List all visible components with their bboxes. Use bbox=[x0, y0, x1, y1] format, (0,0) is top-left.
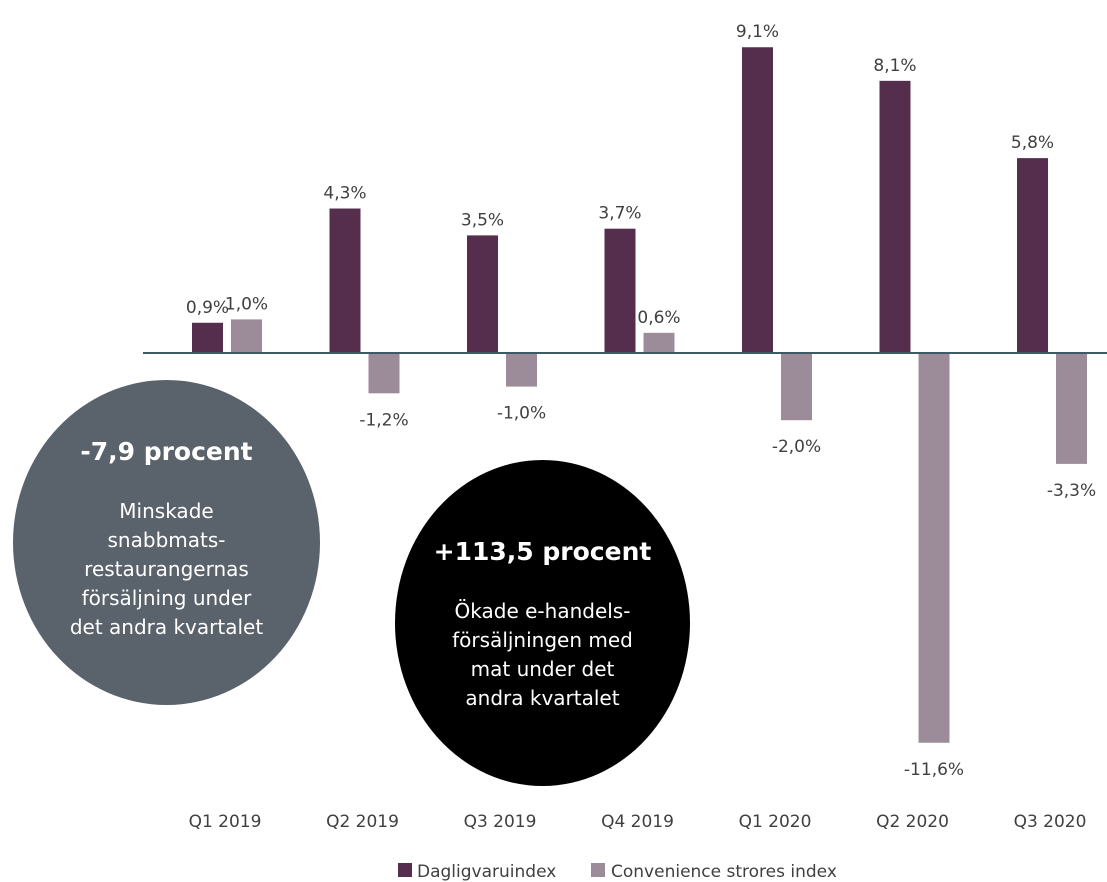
legend-item-convenience-label: Convenience strores index bbox=[611, 862, 837, 882]
x-tick-labels-layer: Q1 2019 Q2 2019 Q3 2019 Q4 2019 Q1 2020 Q2 20… bbox=[189, 812, 1087, 832]
value-label-dagligvaruindex-5: 8,1% bbox=[873, 56, 916, 76]
x-tick-label-6: Q3 2020 bbox=[1014, 812, 1087, 832]
bar-dagligvaruindex-6 bbox=[1017, 158, 1048, 353]
value-label-convenience-4: -2,0% bbox=[772, 437, 821, 457]
bar-dagligvaruindex-5 bbox=[879, 80, 911, 353]
value-label-dagligvaruindex-4: 9,1% bbox=[736, 22, 779, 42]
x-tick-label-3: Q4 2019 bbox=[601, 812, 674, 832]
bar-convenience-2 bbox=[506, 353, 537, 387]
callout-fastfood-text: Minskade snabbmats-restaurangernas försä… bbox=[69, 499, 264, 639]
bar-convenience-5 bbox=[918, 353, 950, 743]
bar-convenience-6 bbox=[1056, 353, 1087, 464]
legend-item-dagligvaruindex-swatch bbox=[398, 863, 412, 877]
callout-ecommerce-headline: +113,5 procent bbox=[433, 537, 652, 566]
legend: Dagligvaruindex Convenience strores index bbox=[398, 862, 837, 882]
x-tick-label-0: Q1 2019 bbox=[189, 812, 262, 832]
value-label-convenience-3: 0,6% bbox=[637, 308, 680, 328]
value-label-convenience-5: -11,6% bbox=[904, 760, 964, 780]
value-label-convenience-2: -1,0% bbox=[497, 404, 546, 424]
value-label-convenience-1: -1,2% bbox=[359, 410, 408, 430]
bar-dagligvaruindex-2 bbox=[467, 235, 498, 353]
callout-ecommerce-increase: +113,5 procent Ökade e-handels-försäljni… bbox=[395, 460, 690, 786]
value-label-dagligvaruindex-3: 3,7% bbox=[598, 204, 641, 224]
legend-item-dagligvaruindex-label: Dagligvaruindex bbox=[417, 862, 556, 882]
bar-convenience-0 bbox=[231, 319, 262, 353]
value-label-dagligvaruindex-6: 5,8% bbox=[1011, 133, 1054, 153]
value-label-dagligvaruindex-2: 3,5% bbox=[461, 210, 504, 230]
bar-convenience-3 bbox=[643, 332, 675, 353]
value-label-dagligvaruindex-0: 0,9% bbox=[186, 298, 229, 318]
bar-convenience-4 bbox=[781, 353, 812, 421]
x-tick-label-4: Q1 2020 bbox=[739, 812, 812, 832]
x-tick-label-2: Q3 2019 bbox=[464, 812, 537, 832]
x-tick-label-1: Q2 2019 bbox=[326, 812, 399, 832]
x-tick-label-5: Q2 2020 bbox=[876, 812, 949, 832]
callout-ecommerce-text: Ökade e-handels-försäljningen med mat un… bbox=[452, 599, 633, 710]
callout-fastfood-decline: -7,9 procent Minskade snabbmats-restaura… bbox=[13, 380, 320, 705]
bar-dagligvaruindex-3 bbox=[604, 228, 636, 353]
callout-fastfood-headline: -7,9 procent bbox=[80, 437, 253, 466]
bar-convenience-1 bbox=[368, 353, 400, 394]
bar-dagligvaruindex-0 bbox=[192, 322, 223, 353]
value-label-dagligvaruindex-1: 4,3% bbox=[323, 184, 366, 204]
value-label-convenience-0: 1,0% bbox=[225, 294, 268, 314]
value-label-convenience-6: -3,3% bbox=[1047, 481, 1096, 501]
value-labels-layer: 0,9%1,0% 4,3% -1,2% 3,5% -1,0% 3,7% 0,6% 9,1% -2… bbox=[186, 22, 1096, 780]
legend-item-convenience-swatch bbox=[591, 863, 605, 877]
bar-dagligvaruindex-4 bbox=[742, 47, 773, 354]
bars-layer bbox=[192, 47, 1087, 743]
bar-dagligvaruindex-1 bbox=[329, 208, 361, 353]
